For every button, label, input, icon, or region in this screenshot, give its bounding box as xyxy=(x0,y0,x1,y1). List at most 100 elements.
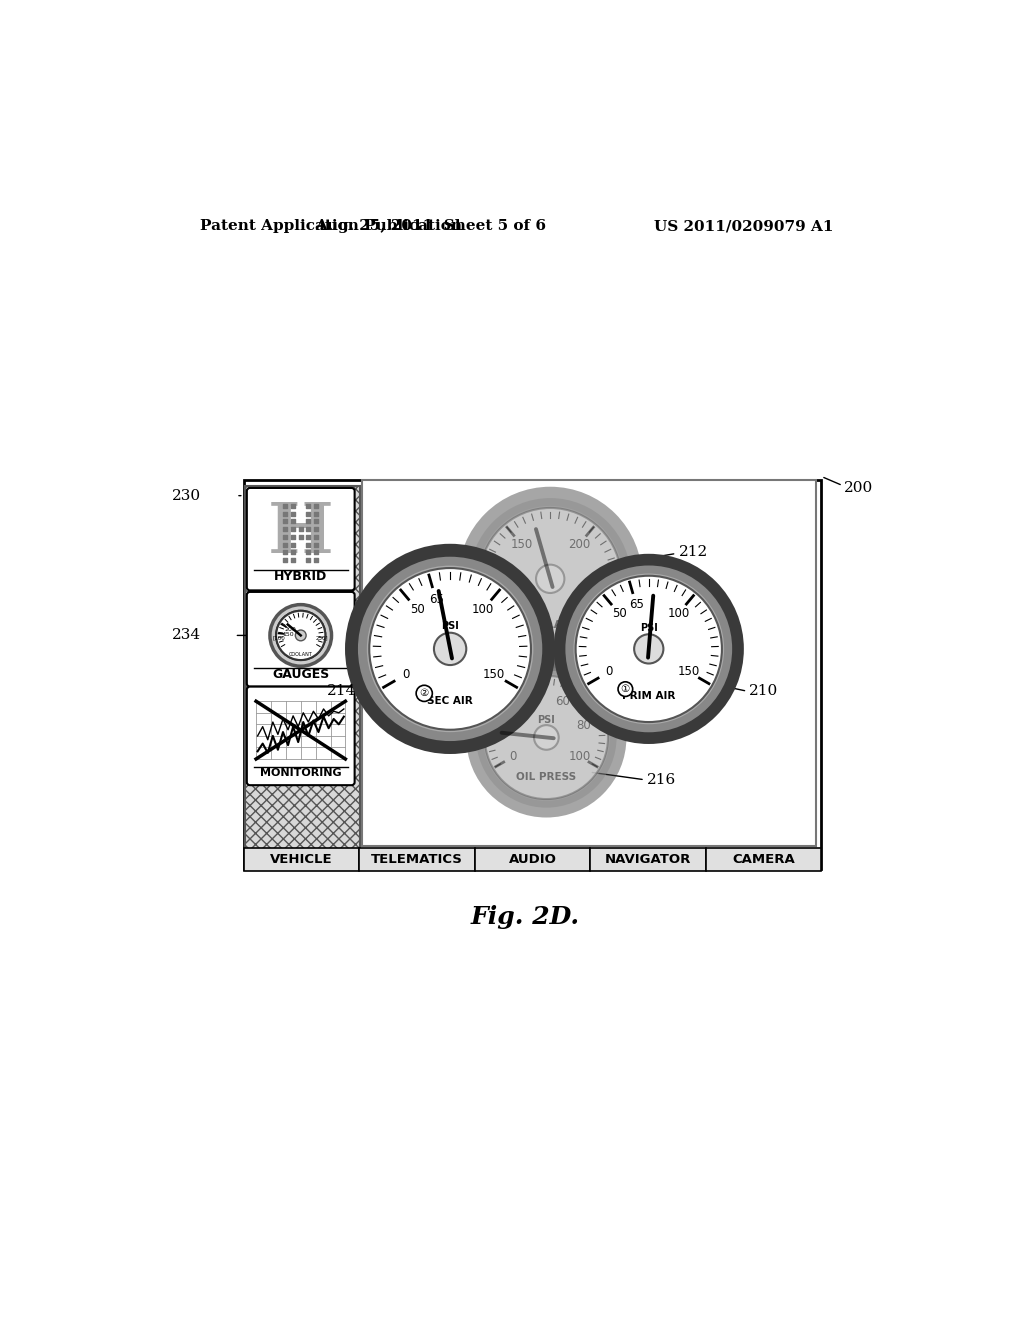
Text: 150: 150 xyxy=(510,539,532,552)
Point xyxy=(278,519,294,540)
Point xyxy=(300,519,316,540)
Bar xyxy=(246,487,360,863)
Circle shape xyxy=(536,565,564,593)
Circle shape xyxy=(575,576,722,722)
Point xyxy=(285,511,301,532)
Text: Aug. 25, 2011  Sheet 5 of 6: Aug. 25, 2011 Sheet 5 of 6 xyxy=(315,219,547,234)
Circle shape xyxy=(477,506,624,652)
Point xyxy=(278,549,294,570)
Text: 200: 200 xyxy=(285,627,296,632)
Text: [100: [100 xyxy=(272,635,286,640)
Text: COOLANT: COOLANT xyxy=(522,620,579,630)
Text: Fig. 2D.: Fig. 2D. xyxy=(470,904,580,929)
Text: 0: 0 xyxy=(509,750,516,763)
Text: 150: 150 xyxy=(678,665,699,678)
Circle shape xyxy=(483,675,610,801)
Bar xyxy=(359,847,475,871)
Text: 200: 200 xyxy=(845,480,873,495)
Text: 200: 200 xyxy=(567,539,590,552)
Text: ①: ① xyxy=(621,684,630,694)
Point xyxy=(285,527,301,548)
Point xyxy=(300,503,316,524)
Text: 150: 150 xyxy=(283,632,294,636)
Point xyxy=(285,495,301,516)
Circle shape xyxy=(535,725,559,750)
Point xyxy=(285,503,301,524)
Text: 65: 65 xyxy=(429,594,443,606)
Text: US 2011/0209079 A1: US 2011/0209079 A1 xyxy=(654,219,834,234)
Point xyxy=(300,535,316,556)
Circle shape xyxy=(276,611,326,660)
Bar xyxy=(244,480,821,869)
Text: GAUGES: GAUGES xyxy=(272,668,330,681)
Text: PSI: PSI xyxy=(538,715,555,725)
Text: NAVIGATOR: NAVIGATOR xyxy=(605,853,691,866)
Point xyxy=(308,511,325,532)
Point xyxy=(285,519,301,540)
Text: PSI: PSI xyxy=(640,623,657,634)
Text: 60: 60 xyxy=(555,696,569,709)
Circle shape xyxy=(466,657,627,817)
Circle shape xyxy=(276,611,326,660)
Text: 100: 100 xyxy=(501,594,522,607)
Text: 212: 212 xyxy=(679,545,708,558)
Bar xyxy=(244,847,359,871)
Circle shape xyxy=(358,557,543,741)
Text: 0: 0 xyxy=(605,665,612,678)
Text: CAMERA: CAMERA xyxy=(732,853,795,866)
Point xyxy=(300,511,316,532)
Circle shape xyxy=(618,682,633,697)
Point xyxy=(308,519,325,540)
Point xyxy=(308,503,325,524)
Circle shape xyxy=(476,667,616,808)
Text: TELEMATICS: TELEMATICS xyxy=(371,853,463,866)
Text: 40: 40 xyxy=(523,696,538,709)
Text: COOLANT: COOLANT xyxy=(289,652,312,657)
Point xyxy=(300,527,316,548)
Point xyxy=(278,535,294,556)
Text: OIL PRESS: OIL PRESS xyxy=(516,772,577,783)
Text: 0: 0 xyxy=(402,668,410,681)
Circle shape xyxy=(469,498,631,660)
Text: 150: 150 xyxy=(483,668,506,681)
Point xyxy=(293,527,309,548)
Circle shape xyxy=(367,565,534,733)
Bar xyxy=(475,847,590,871)
Circle shape xyxy=(270,605,332,667)
Point xyxy=(300,541,316,562)
Point xyxy=(278,527,294,548)
Point xyxy=(278,495,294,516)
Text: Patent Application Publication: Patent Application Publication xyxy=(200,219,462,234)
Point xyxy=(308,535,325,556)
Point xyxy=(300,549,316,570)
Text: VEHICLE: VEHICLE xyxy=(270,853,333,866)
Text: 250]: 250] xyxy=(315,635,328,640)
Text: 250: 250 xyxy=(578,594,600,607)
Circle shape xyxy=(345,544,555,754)
FancyBboxPatch shape xyxy=(247,591,354,686)
Text: HYBRID: HYBRID xyxy=(274,570,328,583)
Circle shape xyxy=(458,487,642,671)
Point xyxy=(278,541,294,562)
Point xyxy=(285,541,301,562)
FancyBboxPatch shape xyxy=(247,686,354,785)
Text: 214: 214 xyxy=(327,684,356,698)
Text: SEC AIR: SEC AIR xyxy=(427,697,473,706)
Circle shape xyxy=(565,565,732,733)
Text: 65: 65 xyxy=(629,598,643,611)
Circle shape xyxy=(434,632,466,665)
Text: PRIM AIR: PRIM AIR xyxy=(623,692,676,701)
FancyBboxPatch shape xyxy=(247,488,354,590)
Text: 100: 100 xyxy=(472,603,494,616)
Text: 80: 80 xyxy=(575,719,591,733)
Text: 210: 210 xyxy=(749,684,778,698)
Circle shape xyxy=(479,508,621,649)
Bar xyxy=(706,847,821,871)
Bar xyxy=(590,847,706,871)
Circle shape xyxy=(573,574,724,725)
Point xyxy=(278,511,294,532)
Circle shape xyxy=(554,554,743,744)
Text: PSI: PSI xyxy=(441,622,459,631)
Text: 234: 234 xyxy=(172,628,202,643)
Text: 50: 50 xyxy=(410,603,425,616)
